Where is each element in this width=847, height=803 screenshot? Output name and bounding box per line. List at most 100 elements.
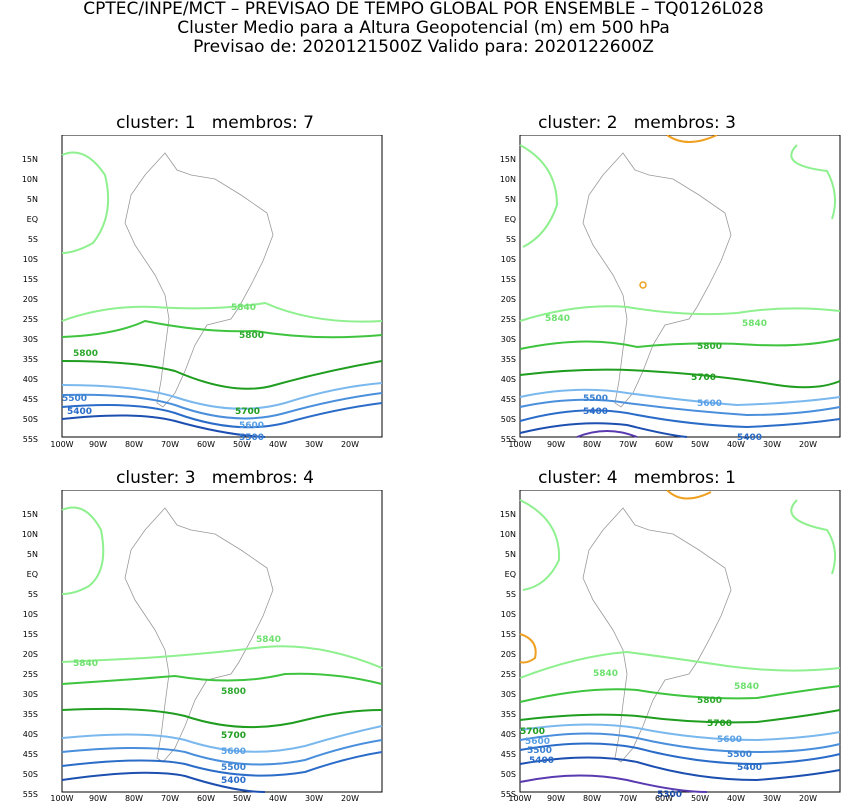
lon-label: 20W bbox=[341, 794, 359, 803]
contour-5700 bbox=[519, 709, 841, 724]
contour-label: 5400 bbox=[737, 763, 762, 773]
map-cluster-1: 15N 10N 5N EQ 5S 10S 15S 20S 25S 30S 35S… bbox=[22, 135, 383, 443]
lat-label: 40S bbox=[23, 730, 38, 739]
contour-5840 bbox=[519, 650, 841, 679]
contour-5800 bbox=[519, 338, 841, 350]
lon-axis-1: 100W 90W 80W 70W 60W 50W 40W 30W 20W bbox=[50, 440, 359, 449]
contour-label: 5600 bbox=[221, 747, 246, 757]
lon-label: 100W bbox=[50, 794, 73, 803]
lat-label: 45S bbox=[23, 750, 38, 759]
contour-5200 bbox=[519, 774, 708, 793]
lon-label: 30W bbox=[305, 794, 323, 803]
lon-axis-2: 100W 90W 80W 70W 60W 50W 40W 30W 20W bbox=[508, 440, 817, 449]
panel-cluster-1: cluster: 1 membros: 7 15N 10N 5N EQ 5S 1… bbox=[5, 113, 425, 443]
contour-5840 bbox=[519, 305, 841, 322]
lon-label: 30W bbox=[305, 440, 323, 449]
contour-5840 bbox=[61, 301, 383, 323]
lat-label: 20S bbox=[23, 295, 38, 304]
contour-label: 5840 bbox=[256, 635, 281, 645]
lat-label: 25S bbox=[23, 670, 38, 679]
lon-label: 40W bbox=[269, 794, 287, 803]
lon-label: 70W bbox=[619, 440, 637, 449]
lat-label: 15S bbox=[23, 630, 38, 639]
lon-label: 90W bbox=[89, 794, 107, 803]
lon-label: 50W bbox=[233, 794, 251, 803]
contour-label: 5700 bbox=[221, 731, 246, 741]
lon-label: 100W bbox=[50, 440, 73, 449]
lon-label: 60W bbox=[197, 794, 215, 803]
lat-label: 5N bbox=[27, 550, 38, 559]
lat-axis: 15N 10N 5N EQ 5S 10S 15S 20S 25S 30S 35S… bbox=[500, 510, 516, 798]
contour-warm bbox=[639, 281, 647, 289]
lat-label: 50S bbox=[23, 770, 38, 779]
contour-label: 5700 bbox=[235, 407, 260, 417]
lat-label: 5N bbox=[505, 195, 516, 204]
map-cluster-2: 15N 10N 5N EQ 5S 10S 15S 20S 25S 30S 35S… bbox=[500, 135, 841, 443]
contour-label: 5500 bbox=[583, 394, 608, 404]
contour-5500 bbox=[519, 732, 841, 754]
lat-label: 10N bbox=[500, 530, 516, 539]
map-frame bbox=[519, 490, 841, 793]
lat-label: 40S bbox=[501, 730, 516, 739]
header-line-3: Previsao de: 2020121500Z Valido para: 20… bbox=[193, 37, 654, 57]
continent-outline bbox=[124, 152, 274, 408]
lat-label: EQ bbox=[505, 570, 516, 579]
lat-label: 15S bbox=[23, 275, 38, 284]
lon-label: 100W bbox=[508, 794, 531, 803]
contour-5840 bbox=[61, 151, 110, 254]
contour-5800 bbox=[61, 319, 383, 339]
continent-outline bbox=[582, 507, 732, 763]
lat-label: EQ bbox=[27, 215, 38, 224]
contour-5840 bbox=[519, 144, 559, 248]
lat-label: 5S bbox=[28, 235, 38, 244]
contour-5840 bbox=[519, 499, 561, 591]
lat-label: 15N bbox=[22, 155, 38, 164]
lon-label: 70W bbox=[161, 440, 179, 449]
contour-label: 5840 bbox=[545, 314, 570, 324]
lon-label: 40W bbox=[727, 794, 745, 803]
lon-label: 50W bbox=[233, 440, 251, 449]
contour-5300 bbox=[61, 414, 266, 438]
lon-axis-3: 100W 90W 80W 70W 60W 50W 40W 30W 20W bbox=[50, 794, 359, 803]
contour-label: 5500 bbox=[727, 750, 752, 760]
contour-5400 bbox=[519, 742, 841, 766]
contour-5700 bbox=[61, 360, 383, 390]
panel-title: cluster: 3 membros: 4 bbox=[116, 468, 314, 488]
lat-label: 10S bbox=[501, 610, 516, 619]
contour-5400 bbox=[519, 409, 841, 429]
map-frame bbox=[61, 490, 383, 793]
contour-label: 5400 bbox=[583, 407, 608, 417]
contour-label: 5400 bbox=[737, 433, 762, 443]
continent-outline bbox=[124, 507, 274, 763]
contour-label: 5500 bbox=[62, 394, 87, 404]
contour-5840 bbox=[790, 144, 837, 220]
lat-label: 15N bbox=[22, 510, 38, 519]
lat-label: 10S bbox=[23, 610, 38, 619]
contour-5800 bbox=[61, 672, 383, 685]
contour-label: 5500 bbox=[239, 433, 264, 443]
contour-label: 5600 bbox=[239, 421, 264, 431]
map-cluster-3: 15N 10N 5N EQ 5S 10S 15S 20S 25S 30S 35S… bbox=[22, 490, 383, 798]
panel-cluster-3: cluster: 3 membros: 4 15N 10N 5N EQ 5S 1… bbox=[5, 468, 425, 798]
contour-5500 bbox=[61, 739, 383, 766]
lon-label: 70W bbox=[161, 794, 179, 803]
contour-label: 5600 bbox=[697, 399, 722, 409]
lon-label: 80W bbox=[583, 440, 601, 449]
contour-warm bbox=[519, 633, 537, 664]
lat-label: 55S bbox=[501, 435, 516, 443]
lon-label: 30W bbox=[763, 440, 781, 449]
lat-label: 5N bbox=[27, 195, 38, 204]
lon-label: 100W bbox=[508, 440, 531, 449]
lon-label: 20W bbox=[341, 440, 359, 449]
lat-label: 45S bbox=[501, 750, 516, 759]
lon-label: 60W bbox=[197, 440, 215, 449]
lon-label: 60W bbox=[655, 440, 673, 449]
lat-label: 20S bbox=[23, 650, 38, 659]
lat-label: 50S bbox=[23, 415, 38, 424]
lat-label: 15S bbox=[501, 275, 516, 284]
lat-label: 15N bbox=[500, 155, 516, 164]
contour-label: 5500 bbox=[221, 763, 246, 773]
header-line-2: Cluster Medio para a Altura Geopotencial… bbox=[177, 18, 670, 38]
lon-label: 90W bbox=[89, 440, 107, 449]
figure-header: CPTEC/INPE/MCT – PREVISAO DE TEMPO GLOBA… bbox=[0, 0, 847, 57]
